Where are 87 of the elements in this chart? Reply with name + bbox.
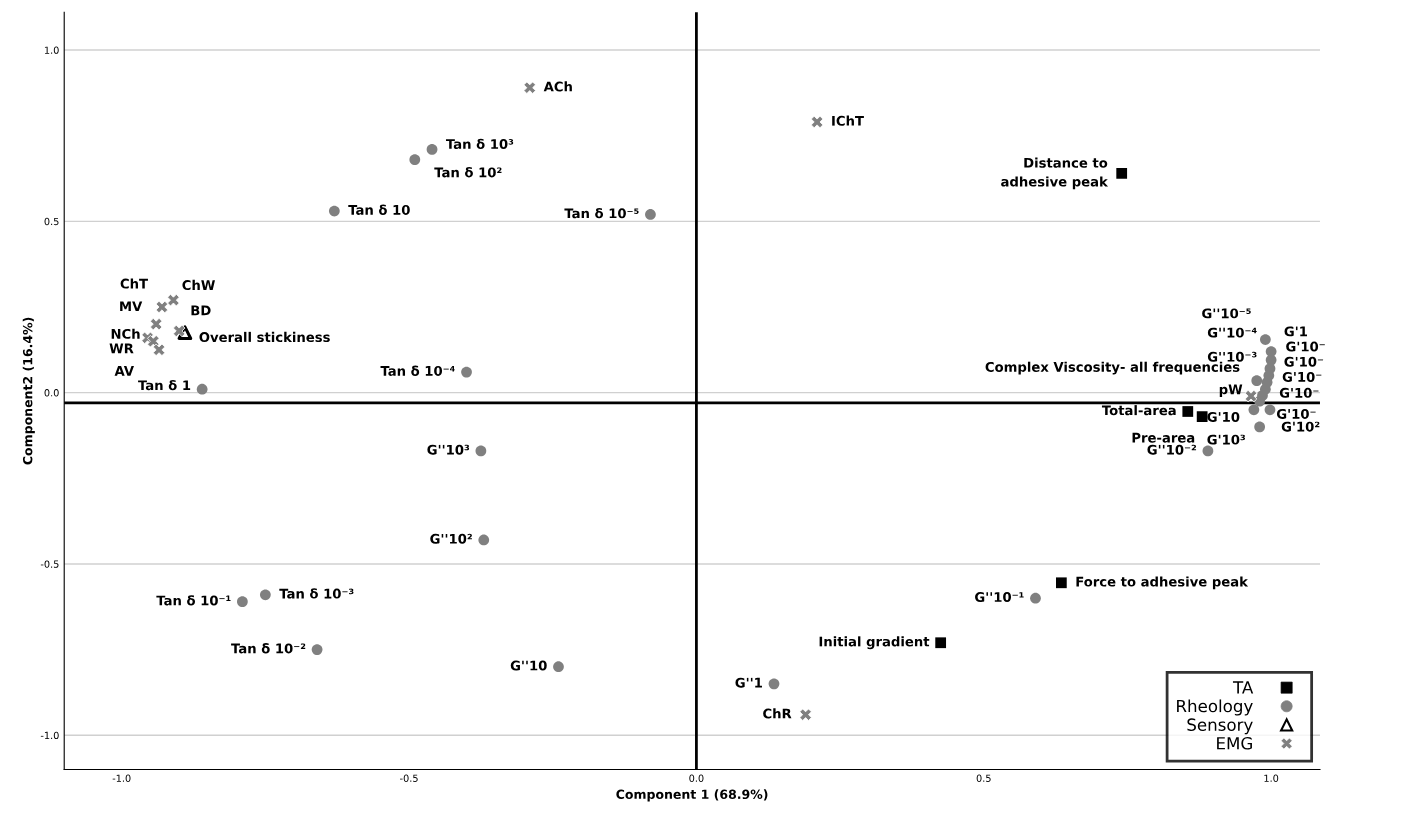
point <box>1196 411 1208 422</box>
annotation: Tan δ 10² <box>434 167 502 178</box>
point <box>1264 404 1276 416</box>
annotation: G'10⁻ <box>1282 371 1322 382</box>
y-tick-label: 1.0 <box>44 46 59 54</box>
annotation: Tan δ 10⁻⁴ <box>380 365 455 376</box>
y-tick-label: -0.5 <box>40 560 59 568</box>
point <box>426 144 438 155</box>
annotation: G''10² <box>430 533 472 544</box>
x-tick-label: -1.0 <box>112 774 131 782</box>
annotation: ChR <box>763 708 792 719</box>
annotation: G''10⁻⁵ <box>1202 308 1251 319</box>
legend-label: EMG <box>1217 737 1252 750</box>
x-tick-label: 0.0 <box>689 774 704 782</box>
annotation: G'1 <box>1284 326 1308 337</box>
point <box>1260 334 1271 345</box>
annotation: G''10⁻³ <box>1207 351 1257 362</box>
annotation: Distance to adhesive peak <box>1001 157 1109 190</box>
annotation: G''10⁻² <box>1147 444 1197 455</box>
annotation: G'10⁻ <box>1279 387 1319 398</box>
point <box>1248 404 1260 416</box>
x-tick-label: 1.0 <box>1264 774 1279 782</box>
point <box>768 678 780 690</box>
annotation: G'10² <box>1281 421 1320 432</box>
annotation: Initial gradient <box>819 636 930 650</box>
annotation: G''10⁻⁴ <box>1207 327 1257 338</box>
annotation: pW <box>1219 384 1243 397</box>
x-tick-label: -0.5 <box>400 774 418 782</box>
annotation: BD <box>191 305 211 316</box>
annotation: Tan δ 10⁻³ <box>279 588 354 599</box>
x-axis-title: Component 1 (68.9%) <box>616 789 768 802</box>
point <box>1116 167 1128 179</box>
point <box>1251 375 1263 387</box>
annotation: G''10 <box>510 660 547 671</box>
point <box>196 383 208 395</box>
annotation: Overall stickiness <box>199 331 330 343</box>
annotation: Tan δ 10 <box>348 204 410 215</box>
annotation: G'10⁻ <box>1284 356 1324 367</box>
legend-label: TA <box>1232 681 1254 694</box>
y-tick-label: 0.5 <box>44 217 59 226</box>
annotation: Tan δ 1 <box>138 379 191 391</box>
legend-label: Sensory <box>1187 718 1253 735</box>
annotation: G'10 <box>1207 411 1240 422</box>
point <box>237 596 248 608</box>
point <box>1254 421 1266 433</box>
annotation: Pre-area <box>1132 432 1195 443</box>
annotation: AV <box>114 366 134 376</box>
point <box>1202 445 1214 457</box>
annotation: Complex Viscosity- all frequencies <box>985 361 1240 375</box>
annotation: MV <box>120 301 143 312</box>
annotation: IChT <box>832 115 864 126</box>
point <box>553 661 564 673</box>
y-tick-label: -1.0 <box>40 731 59 740</box>
point <box>461 366 472 378</box>
annotation: ChT <box>120 278 148 289</box>
point <box>475 445 487 457</box>
annotation: G''10⁻¹ <box>975 592 1024 603</box>
point <box>1182 406 1194 417</box>
annotation: NCh <box>111 328 140 339</box>
point <box>409 154 421 166</box>
annotation: ChW <box>182 279 215 291</box>
y-tick-label: 0.0 <box>44 389 59 397</box>
annotation: G''1 <box>735 677 762 688</box>
point <box>645 209 656 220</box>
annotation: G'10⁻ <box>1286 341 1325 352</box>
annotation: G''10³ <box>427 444 470 455</box>
annotation: G'10⁻ <box>1276 408 1316 419</box>
point <box>1055 577 1067 589</box>
annotation: WR <box>109 343 134 354</box>
point <box>1254 395 1266 407</box>
point <box>1030 592 1041 604</box>
annotation: Force to adhesive peak <box>1076 576 1249 590</box>
annotation: Tan δ 10³ <box>445 138 514 150</box>
x-tick-label: 0.5 <box>976 774 991 782</box>
point <box>328 205 340 217</box>
annotation: Total-area <box>1101 405 1176 416</box>
legend-label: Rheology <box>1177 699 1253 716</box>
annotation: Tan δ 10⁻¹ <box>156 595 231 606</box>
point <box>311 644 323 655</box>
annotation: ACh <box>543 81 572 92</box>
annotation: Tan δ 10⁻⁵ <box>564 207 639 219</box>
point <box>259 589 271 601</box>
annotation: Tan δ 10⁻² <box>231 643 306 654</box>
point <box>478 534 490 546</box>
annotation: G'10³ <box>1207 434 1246 445</box>
y-axis-title: Component2 (16.4%) <box>22 317 35 465</box>
point <box>935 637 947 649</box>
